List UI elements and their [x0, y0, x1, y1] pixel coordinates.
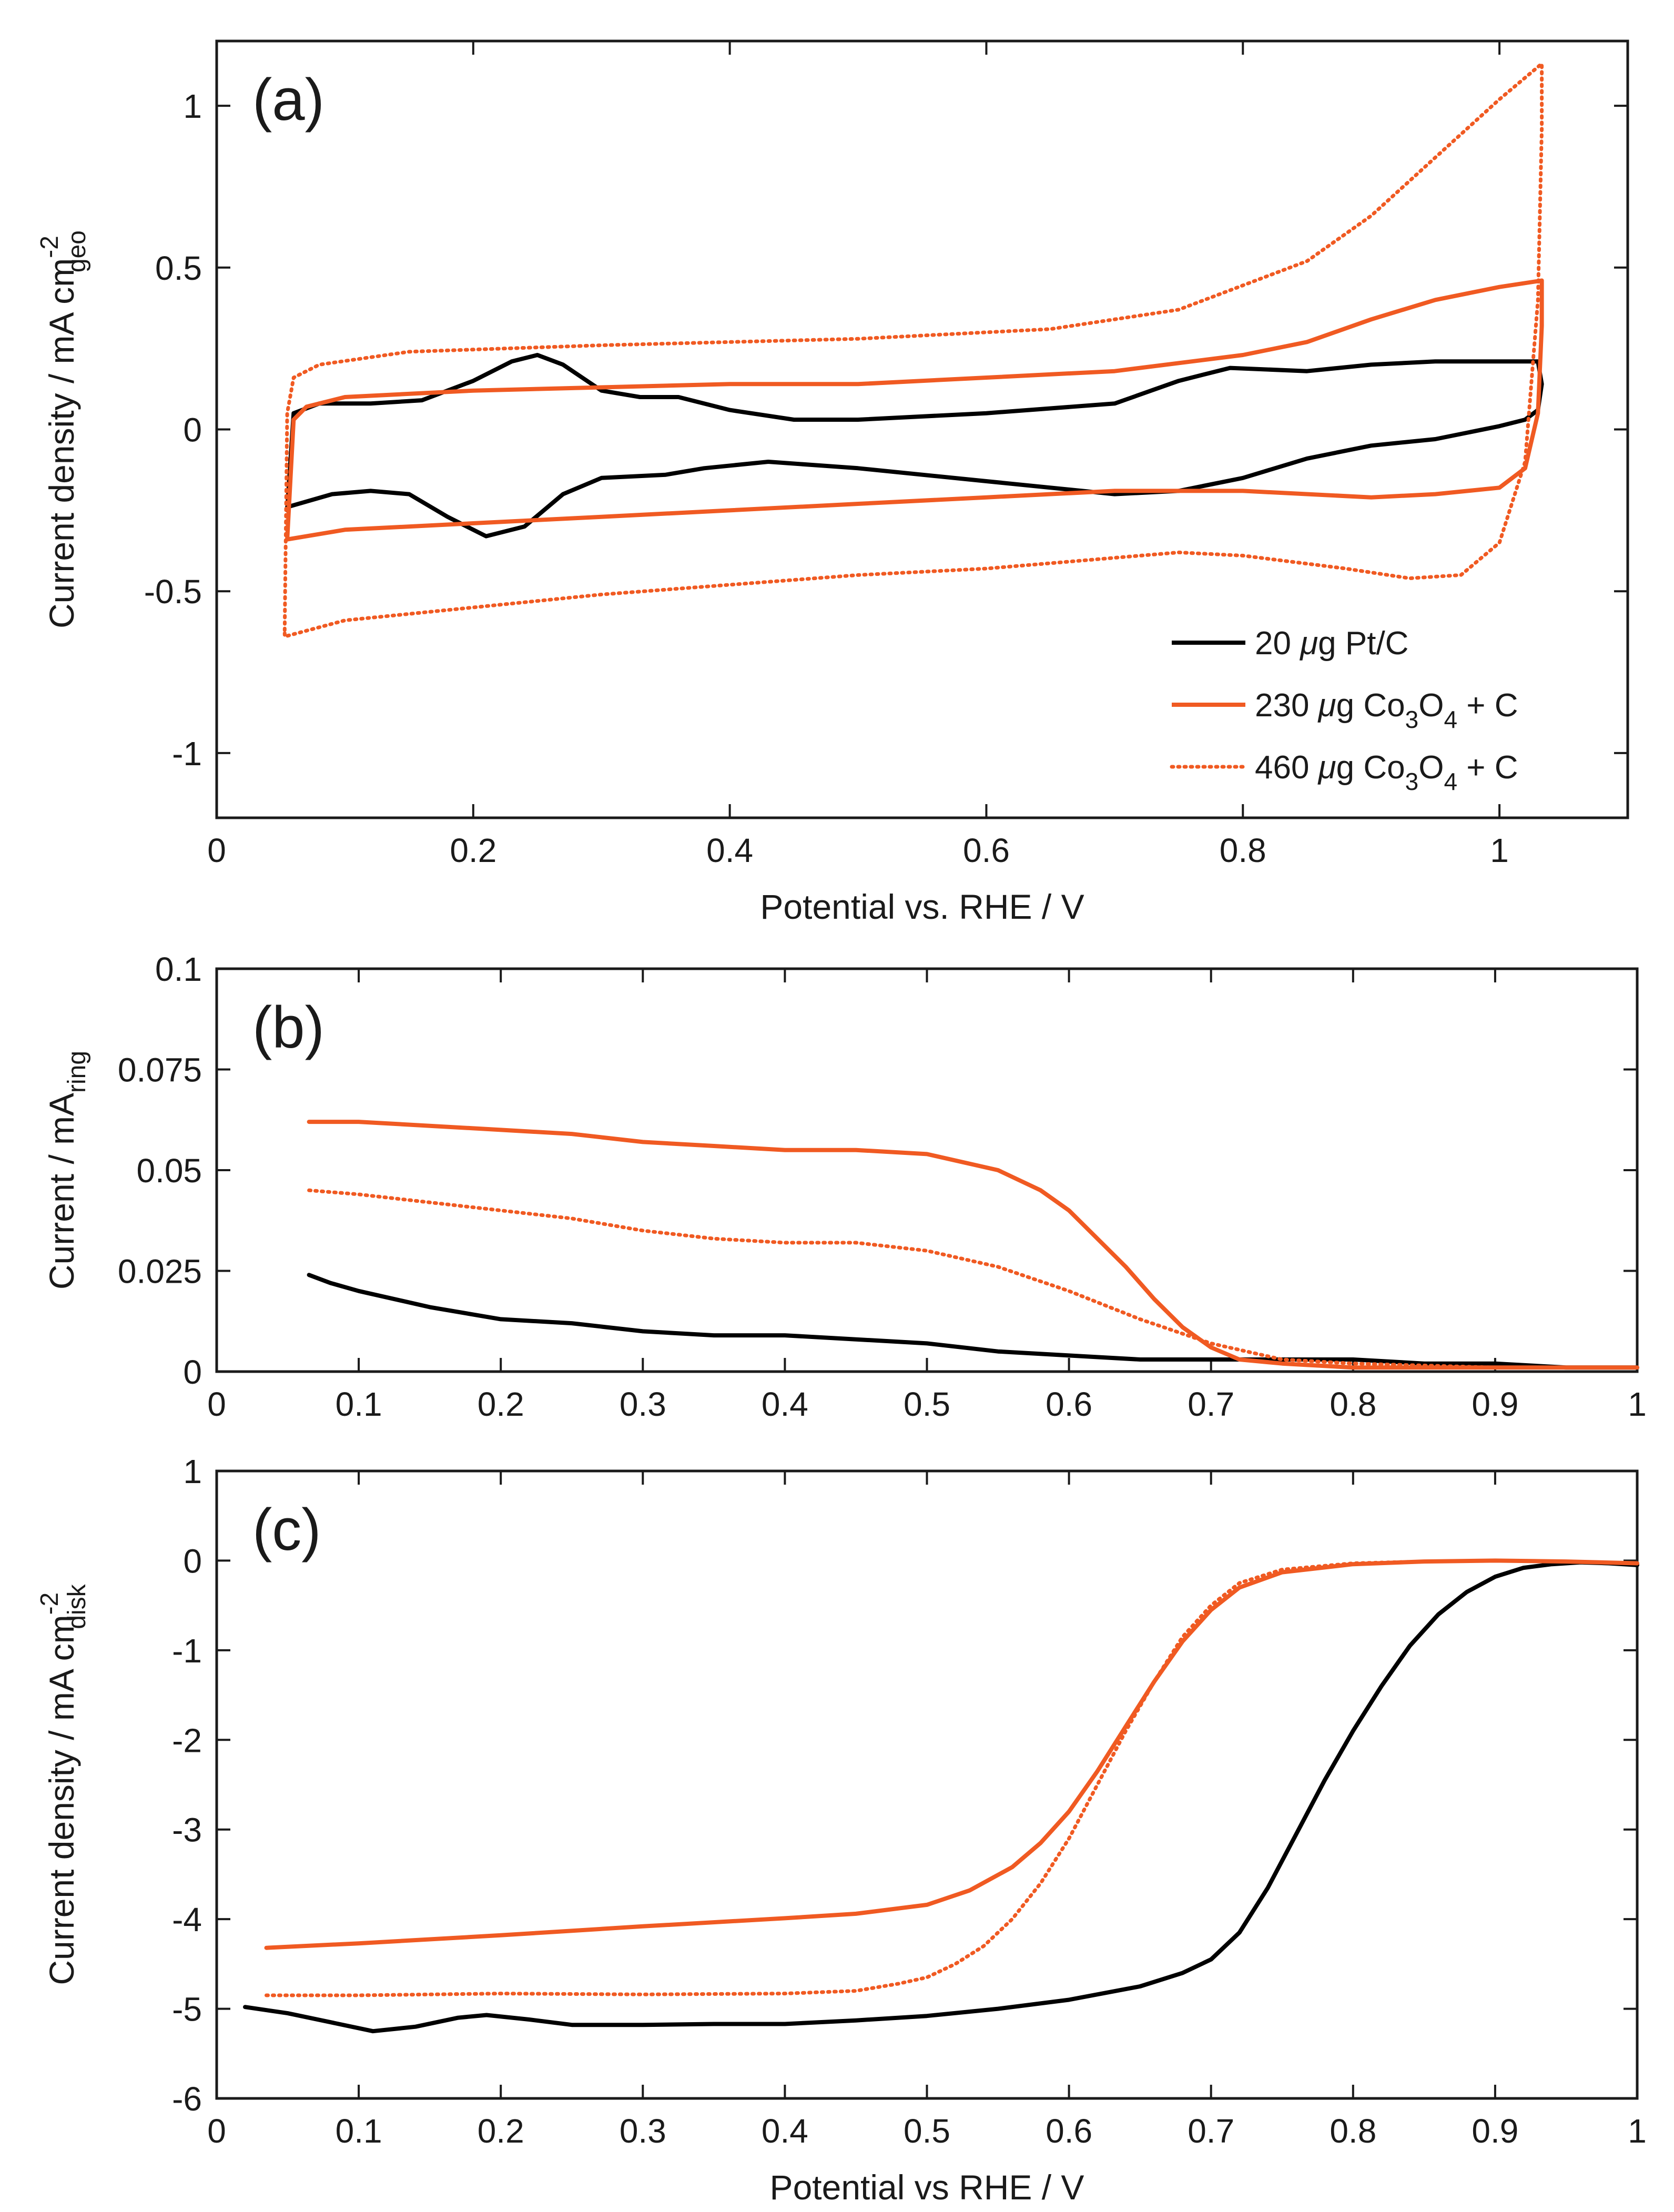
x-tick-label: 0 — [207, 1385, 226, 1423]
y-tick-label: 0.1 — [155, 950, 202, 988]
x-tick-label: 0.3 — [620, 1385, 666, 1423]
y-tick-label: 0.05 — [136, 1152, 202, 1190]
plot-frame — [215, 967, 1639, 1373]
series-line-2 — [264, 1558, 1639, 1950]
y-tick-label: 1 — [183, 1453, 202, 1490]
x-tick-label: 0.2 — [478, 1385, 524, 1423]
y-tick-label: 0 — [183, 1353, 202, 1391]
x-tick-label: 0.8 — [1330, 1385, 1376, 1423]
x-tick-label: 0.2 — [450, 831, 496, 869]
x-tick-label: 0.6 — [1046, 2112, 1092, 2150]
x-tick-label: 0.4 — [762, 2112, 808, 2150]
x-tick-label: 0.6 — [963, 831, 1010, 869]
y-tick-label: -1 — [172, 735, 202, 773]
plot-frame — [215, 1469, 1639, 2100]
y-tick-label: -0.5 — [144, 573, 202, 611]
x-tick-label: 0.7 — [1188, 1385, 1234, 1423]
panel-label: (b) — [252, 995, 324, 1060]
y-tick-label: -6 — [172, 2080, 202, 2118]
y-tick-label: -3 — [172, 1811, 202, 1849]
panel-b-chart: 0 0.1 0.2 0.3 0.4 0.5 0.6 0.7 0.8 0.9 1 0 0.025 0.05 0… — [42, 950, 1647, 1423]
x-tick-label: 0.3 — [620, 2112, 666, 2150]
y-tick-label: 0.5 — [155, 249, 202, 287]
panel-a-chart: 0 0.2 0.4 0.6 0.8 1 -1 -0.5 0 0.5 1 (a) Potential vs… — [36, 39, 1629, 926]
legend-entry: 20 μg Pt/C — [1255, 625, 1408, 662]
x-tick-label: 0.9 — [1472, 1385, 1518, 1423]
x-tick-label: 0.4 — [706, 831, 753, 869]
plot-frame — [215, 39, 1629, 819]
series-line-1 — [285, 353, 1544, 539]
x-tick-label: 0.1 — [336, 1385, 382, 1423]
y-axis-label: Current density / mA cm-2geo — [36, 230, 91, 628]
y-tick-label: 0 — [183, 411, 202, 449]
x-tick-label: 0.1 — [336, 2112, 382, 2150]
x-tick-label: 1 — [1628, 1385, 1647, 1423]
x-tick-label: 0.2 — [478, 2112, 524, 2150]
x-tick-label: 0.5 — [904, 1385, 950, 1423]
x-tick-label: 1 — [1628, 2112, 1647, 2150]
series-line-3 — [282, 62, 1544, 638]
series-line-3 — [307, 1188, 1639, 1369]
series-line-1 — [307, 1273, 1639, 1370]
series-line-2 — [285, 278, 1544, 542]
panel-label: (a) — [252, 67, 324, 133]
y-tick-label: 0.075 — [118, 1051, 202, 1089]
panel-label: (c) — [252, 1497, 321, 1562]
y-tick-label: 1 — [183, 87, 202, 125]
y-tick-label: 0 — [183, 1542, 202, 1580]
y-axis-label: Current density / mA cm-2disk — [36, 1584, 91, 1985]
x-tick-label: 0.8 — [1220, 831, 1266, 869]
y-tick-label: 0.025 — [118, 1253, 202, 1291]
series-line-3 — [265, 1558, 1639, 1997]
y-tick-label: -4 — [172, 1901, 202, 1939]
legend-entry: 460 μg Co3O4 + C — [1255, 749, 1518, 795]
x-tick-label: 0.8 — [1330, 2112, 1376, 2150]
y-tick-label: -1 — [172, 1632, 202, 1670]
x-tick-label: 0.9 — [1472, 2112, 1518, 2150]
x-tick-label: 0.5 — [904, 2112, 950, 2150]
x-axis-label: Potential vs. RHE / V — [760, 887, 1084, 926]
x-tick-label: 0.4 — [762, 1385, 808, 1423]
x-tick-label: 0.6 — [1046, 1385, 1092, 1423]
y-axis-label: Current / mAring — [42, 1051, 91, 1290]
x-tick-label: 0.7 — [1188, 2112, 1234, 2150]
y-tick-label: -5 — [172, 1991, 202, 2028]
legend-entry: 230 μg Co3O4 + C — [1255, 687, 1518, 733]
x-axis-label: Potential vs RHE / V — [770, 2168, 1084, 2207]
panel-c-chart: 0 0.1 0.2 0.3 0.4 0.5 0.6 0.7 0.8 0.9 1 -6 -5 -4 -3 -2 -… — [36, 1453, 1647, 2207]
x-tick-label: 1 — [1490, 831, 1509, 869]
y-tick-label: -2 — [172, 1721, 202, 1759]
x-tick-label: 0 — [207, 2112, 226, 2150]
x-tick-label: 0 — [207, 831, 226, 869]
series-line-1 — [243, 1560, 1639, 2034]
series-line-2 — [307, 1120, 1639, 1370]
